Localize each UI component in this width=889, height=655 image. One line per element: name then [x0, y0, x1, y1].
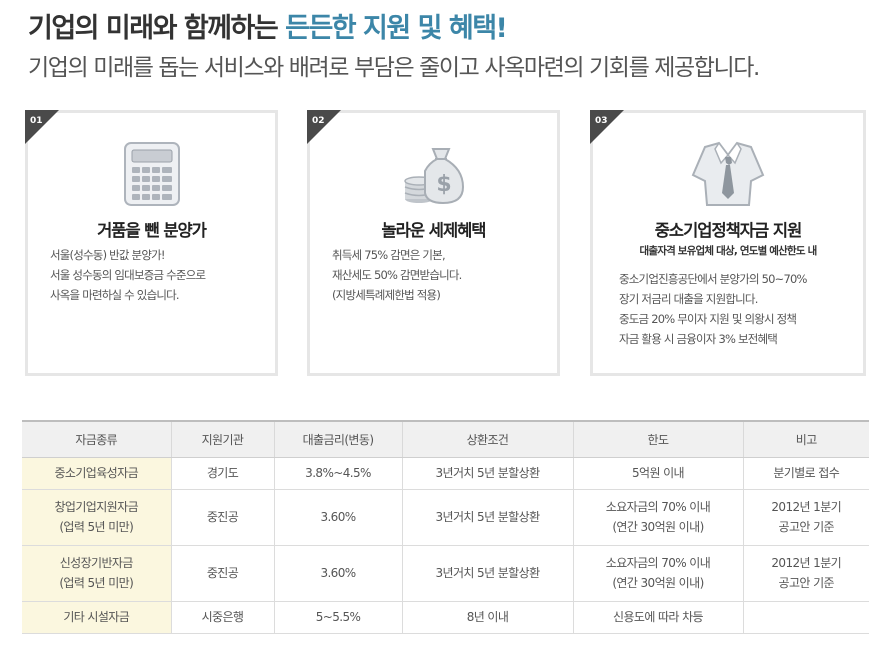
card-desc-line: 취득세 75% 감면은 기본,	[332, 248, 446, 262]
table-row: 중소기업육성자금 경기도 3.8%~4.5% 3년거치 5년 분할상환 5억원 …	[22, 457, 869, 490]
fund-type-cell: 중소기업육성자금	[22, 457, 171, 490]
cell-line: 5억원 이내	[631, 466, 685, 480]
fund-rate-cell: 5~5.5%	[273, 601, 402, 634]
calculator-icon	[123, 142, 180, 206]
fund-note-cell: 분기별로 접수	[742, 457, 869, 490]
card-desc-line: 서울 성수동의 임대보증금 수준으로	[50, 268, 206, 282]
cell-line: 중소기업육성자금	[54, 466, 139, 480]
fund-limit-cell: 소요자금의 70% 이내 (연간 30억원 이내)	[572, 545, 743, 602]
fund-note-cell	[742, 601, 869, 634]
cell-line: 2012년 1분기	[771, 500, 842, 514]
fund-rate-cell: 3.8%~4.5%	[273, 457, 402, 490]
page-subtitle: 기업의 미래를 돕는 서비스와 배려로 부담은 줄이고 사옥마련의 기회를 제공…	[28, 55, 760, 81]
cell-line: 창업기업지원자금	[54, 500, 139, 514]
column-header: 한도	[572, 420, 743, 458]
svg-text:$: $	[436, 172, 451, 197]
fund-limit-cell: 소요자금의 70% 이내 (연간 30억원 이내)	[572, 489, 743, 546]
card-description: 중소기업진흥공단에서 분양가의 50~70% 장기 저금리 대출을 지원합니다.…	[619, 269, 855, 349]
fund-rate-cell: 3.60%	[273, 545, 402, 602]
card-corner-tab	[25, 110, 59, 144]
cell-line: (업력 5년 미만)	[59, 520, 134, 534]
benefit-card-3: 03 중소기업정책자금 지원 대출자격 보유업체 대상, 연도별 예산한도 내 …	[590, 110, 866, 376]
fund-type-cell: 창업기업지원자금 (업력 5년 미만)	[22, 489, 171, 546]
card-title: 놀라운 세제혜택	[381, 221, 486, 240]
card-desc-line: 중도금 20% 무이자 지원 및 의왕시 정책	[619, 312, 797, 326]
cell-line: 신용도에 따라 차등	[613, 610, 704, 624]
column-header: 지원기관	[170, 420, 274, 458]
page-title: 기업의 미래와 함께하는 든든한 지원 및 혜택!	[28, 6, 508, 45]
cell-line: (연간 30억원 이내)	[612, 520, 704, 534]
cell-line: 신성장기반자금	[59, 556, 134, 570]
card-desc-line: (지방세특례제한법 적용)	[332, 288, 441, 302]
card-subtitle: 대출자격 보유업체 대상, 연도별 예산한도 내	[639, 245, 818, 257]
column-header: 비고	[742, 420, 869, 458]
card-number: 01	[30, 116, 43, 126]
cell-line: 공고안 기준	[778, 520, 835, 534]
fund-org-cell: 경기도	[170, 457, 274, 490]
cell-line: (연간 30억원 이내)	[612, 576, 704, 590]
card-description: 서울(성수동) 반값 분양가! 서울 성수동의 임대보증금 수준으로 사옥을 마…	[50, 245, 267, 305]
card-corner-tab	[307, 110, 341, 144]
fund-note-cell: 2012년 1분기 공고안 기준	[742, 545, 869, 602]
table-row: 신성장기반자금 (업력 5년 미만) 중진공 3.60% 3년거치 5년 분할상…	[22, 545, 869, 602]
fund-repay-cell: 3년거치 5년 분할상환	[401, 489, 573, 546]
fund-org-cell: 중진공	[170, 545, 274, 602]
table-row: 창업기업지원자금 (업력 5년 미만) 중진공 3.60% 3년거치 5년 분할…	[22, 489, 869, 546]
fund-type-cell: 기타 시설자금	[22, 601, 171, 634]
fund-note-cell: 2012년 1분기 공고안 기준	[742, 489, 869, 546]
card-corner-tab	[590, 110, 624, 144]
benefit-card-1: 01 거품을 뺀 분양가 서울(성수동) 반값 분양가! 서울 성수동의 임대보…	[25, 110, 278, 376]
page-title-accent: 든든한 지원 및 혜택!	[285, 13, 508, 44]
card-desc-line: 서울(성수동) 반값 분양가!	[50, 248, 166, 262]
fund-limit-cell: 신용도에 따라 차등	[572, 601, 743, 634]
shirt-tie-icon	[691, 141, 765, 206]
card-number: 03	[595, 116, 608, 126]
cell-line: 2012년 1분기	[771, 556, 842, 570]
table-row: 기타 시설자금 시중은행 5~5.5% 8년 이내 신용도에 따라 차등	[22, 601, 869, 634]
cell-line: 공고안 기준	[778, 576, 835, 590]
cell-line: 소요자금의 70% 이내	[605, 556, 711, 570]
card-description: 취득세 75% 감면은 기본, 재산세도 50% 감면받습니다. (지방세특례제…	[332, 245, 549, 305]
card-desc-line: 중소기업진흥공단에서 분양가의 50~70%	[619, 272, 807, 286]
fund-org-cell: 중진공	[170, 489, 274, 546]
fund-repay-cell: 8년 이내	[401, 601, 573, 634]
cell-line: 기타 시설자금	[63, 610, 130, 624]
card-title: 거품을 뺀 분양가	[97, 221, 207, 240]
card-desc-line: 재산세도 50% 감면받습니다.	[332, 268, 462, 282]
funding-table: 자금종류 지원기관 대출금리(변동) 상환조건 한도 비고 중소기업육성자금 경…	[22, 420, 869, 634]
page-title-main: 기업의 미래와 함께하는	[28, 13, 286, 44]
fund-rate-cell: 3.60%	[273, 489, 402, 546]
benefit-card-2: 02 $ 놀라운 세제혜택 취득세 75% 감면은 기본, 재산세도 50% 감…	[307, 110, 560, 376]
fund-type-cell: 신성장기반자금 (업력 5년 미만)	[22, 545, 171, 602]
card-number: 02	[312, 116, 325, 126]
cell-line: 분기별로 접수	[773, 466, 840, 480]
money-bag-icon: $	[403, 148, 464, 205]
fund-repay-cell: 3년거치 5년 분할상환	[401, 457, 573, 490]
cell-line: (업력 5년 미만)	[59, 576, 134, 590]
card-desc-line: 사옥을 마련하실 수 있습니다.	[50, 288, 180, 302]
card-desc-line: 장기 저금리 대출을 지원합니다.	[619, 292, 758, 306]
fund-limit-cell: 5억원 이내	[572, 457, 743, 490]
fund-repay-cell: 3년거치 5년 분할상환	[401, 545, 573, 602]
table-header-row: 자금종류 지원기관 대출금리(변동) 상환조건 한도 비고	[22, 420, 869, 458]
card-desc-line: 자금 활용 시 금융이자 3% 보전혜택	[619, 332, 778, 346]
fund-org-cell: 시중은행	[170, 601, 274, 634]
card-title: 중소기업정책자금 지원	[654, 221, 803, 240]
column-header: 대출금리(변동)	[273, 420, 402, 458]
column-header: 자금종류	[22, 420, 171, 458]
cell-line: 소요자금의 70% 이내	[605, 500, 711, 514]
column-header: 상환조건	[401, 420, 573, 458]
